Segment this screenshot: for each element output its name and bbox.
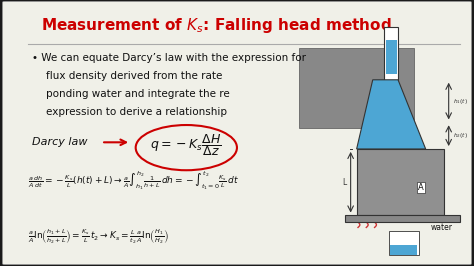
Text: • We can equate Darcy’s law with the expression for: • We can equate Darcy’s law with the exp… — [32, 53, 306, 63]
Text: ponding water and integrate the re: ponding water and integrate the re — [46, 89, 230, 99]
Bar — [356, 149, 444, 215]
Text: Darcy law: Darcy law — [32, 137, 88, 147]
Bar — [390, 245, 418, 255]
Bar — [345, 215, 460, 222]
Text: expression to derive a relationship: expression to derive a relationship — [46, 107, 227, 118]
Text: $h_1(t)$: $h_1(t)$ — [453, 97, 468, 106]
Text: flux density derived from the rate: flux density derived from the rate — [46, 71, 222, 81]
Text: $h_2(t)$: $h_2(t)$ — [453, 131, 468, 140]
Bar — [386, 40, 397, 74]
Text: Measurement of $K_s$: Falling head method: Measurement of $K_s$: Falling head metho… — [41, 16, 392, 35]
Text: L: L — [342, 178, 346, 187]
Bar — [389, 231, 419, 255]
Text: water: water — [430, 223, 452, 232]
Text: $q = -K_s\dfrac{\Delta H}{\Delta z}$: $q = -K_s\dfrac{\Delta H}{\Delta z}$ — [150, 132, 222, 158]
Text: $\frac{a}{A}\ln\!\left(\frac{h_1+L}{h_2+L}\right) = \frac{K_s}{L}\,t_2 \rightarr: $\frac{a}{A}\ln\!\left(\frac{h_1+L}{h_2+… — [27, 227, 168, 246]
Polygon shape — [356, 80, 426, 149]
Bar — [299, 48, 414, 128]
Text: $\frac{a}{A}\frac{dh}{dt} = -\frac{K_s}{L}(h(t)+L) \rightarrow \frac{a}{A}\int_{: $\frac{a}{A}\frac{dh}{dt} = -\frac{K_s}{… — [27, 169, 238, 192]
Bar — [384, 27, 398, 80]
Text: A: A — [418, 183, 424, 192]
